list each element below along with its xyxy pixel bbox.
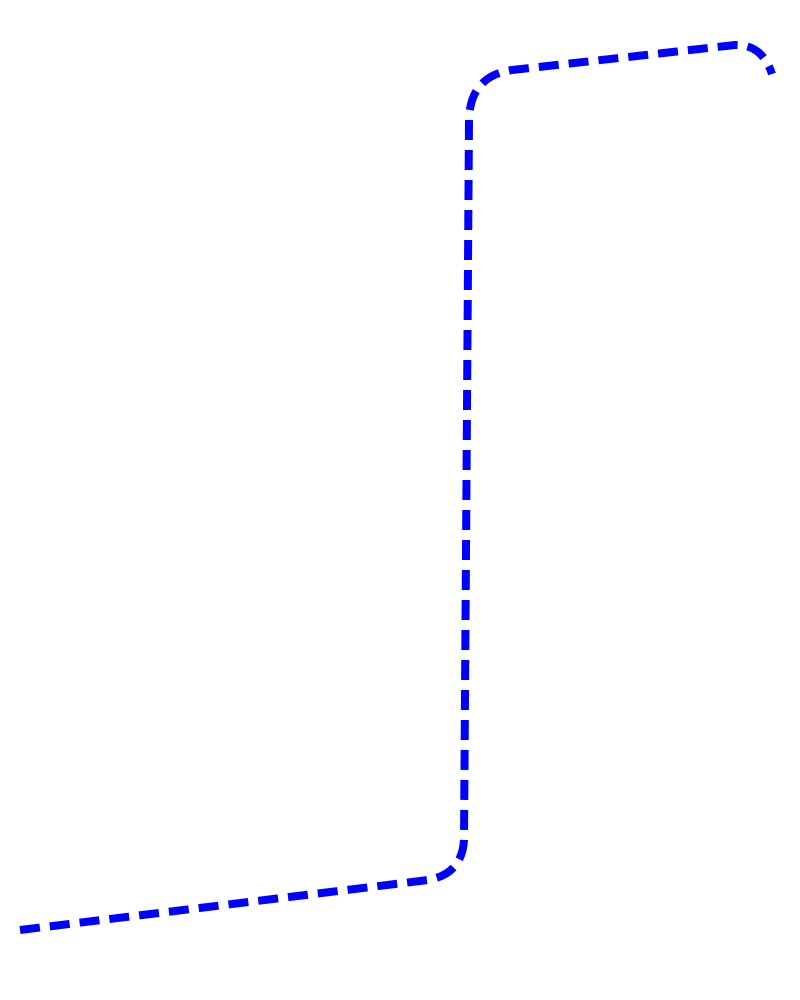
- dashed-connector-line[interactable]: [19, 41, 776, 934]
